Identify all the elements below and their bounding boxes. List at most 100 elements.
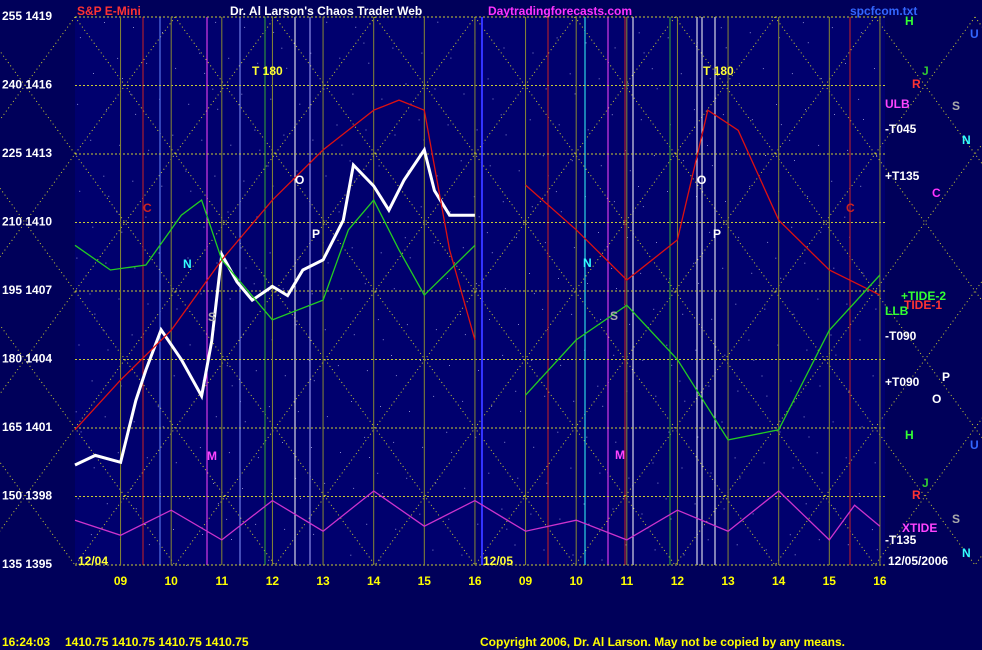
annotation: S bbox=[610, 309, 618, 323]
star-dot bbox=[213, 483, 214, 484]
star-dot bbox=[652, 462, 654, 464]
star-dot bbox=[679, 380, 681, 382]
star-dot bbox=[514, 544, 516, 546]
star-dot bbox=[738, 236, 740, 238]
star-dot bbox=[285, 221, 287, 223]
star-dot bbox=[597, 385, 599, 387]
star-dot bbox=[299, 103, 301, 105]
star-dot bbox=[504, 441, 506, 443]
star-dot bbox=[627, 237, 628, 238]
star-dot bbox=[693, 109, 695, 111]
star-dot bbox=[818, 144, 820, 146]
star-dot bbox=[818, 539, 820, 541]
star-dot bbox=[572, 554, 574, 556]
star-dot bbox=[176, 308, 178, 310]
star-dot bbox=[242, 334, 244, 336]
star-dot bbox=[296, 170, 298, 172]
star-dot bbox=[464, 334, 466, 336]
star-dot bbox=[380, 252, 382, 254]
star-dot bbox=[378, 165, 380, 167]
star-dot bbox=[643, 52, 645, 54]
instrument: S&P E-Mini bbox=[77, 4, 141, 18]
star-dot bbox=[464, 487, 466, 489]
star-dot bbox=[491, 405, 493, 407]
x-tick-label: 16 bbox=[873, 574, 887, 588]
star-dot bbox=[860, 32, 862, 34]
star-dot bbox=[226, 365, 228, 367]
star-dot bbox=[863, 119, 864, 120]
star-dot bbox=[638, 186, 639, 187]
star-dot bbox=[393, 441, 395, 443]
star-dot bbox=[793, 313, 795, 315]
star-dot bbox=[707, 539, 709, 541]
star-dot bbox=[861, 426, 863, 428]
annotation: O bbox=[697, 173, 706, 187]
star-dot bbox=[405, 83, 407, 85]
star-dot bbox=[230, 144, 232, 146]
star-dot bbox=[366, 523, 368, 525]
star-dot bbox=[723, 508, 725, 510]
star-dot bbox=[255, 523, 257, 525]
star-dot bbox=[806, 349, 808, 351]
y-tick-label: 210 1410 bbox=[2, 215, 52, 229]
x-tick-label: 09 bbox=[519, 574, 533, 588]
star-dot bbox=[683, 554, 685, 556]
star-dot bbox=[528, 426, 530, 428]
star-dot bbox=[682, 313, 684, 315]
star-dot bbox=[422, 446, 424, 448]
star-dot bbox=[776, 104, 777, 105]
x-tick-label: 14 bbox=[367, 574, 381, 588]
star-dot bbox=[404, 237, 406, 239]
star-dot bbox=[720, 27, 722, 29]
star-dot bbox=[638, 32, 640, 34]
star-dot bbox=[876, 549, 878, 551]
annotation: -T135 bbox=[885, 533, 917, 547]
star-dot bbox=[873, 221, 875, 223]
annotation: N bbox=[962, 133, 971, 147]
chart-title: Dr. Al Larson's Chaos Trader Web bbox=[230, 4, 422, 18]
star-dot bbox=[253, 283, 255, 285]
star-dot bbox=[628, 477, 630, 479]
star-dot bbox=[651, 68, 653, 70]
star-dot bbox=[88, 447, 90, 449]
star-dot bbox=[794, 554, 796, 556]
star-dot bbox=[665, 498, 667, 500]
star-dot bbox=[174, 221, 176, 223]
star-dot bbox=[490, 559, 492, 561]
annotation: J bbox=[922, 476, 929, 490]
star-dot bbox=[363, 42, 365, 44]
star-dot bbox=[231, 385, 233, 387]
star-dot bbox=[78, 344, 80, 346]
star-dot bbox=[546, 482, 548, 484]
star-dot bbox=[451, 451, 453, 453]
star-dot bbox=[765, 549, 767, 551]
star-dot bbox=[254, 129, 256, 131]
y-tick-label: 240 1416 bbox=[2, 78, 52, 92]
star-dot bbox=[270, 98, 272, 100]
star-dot bbox=[847, 149, 849, 151]
star-dot bbox=[157, 406, 159, 408]
star-dot bbox=[629, 323, 631, 325]
star-dot bbox=[341, 144, 343, 146]
annotation: T 180 bbox=[252, 64, 283, 78]
star-dot bbox=[298, 257, 300, 259]
star-dot bbox=[598, 232, 599, 233]
star-dot bbox=[737, 390, 739, 392]
star-dot bbox=[612, 508, 614, 510]
annotation: LLB bbox=[885, 304, 909, 318]
star-dot bbox=[671, 364, 673, 366]
star-dot bbox=[409, 257, 411, 259]
star-dot bbox=[116, 211, 118, 213]
star-dot bbox=[228, 57, 230, 59]
star-dot bbox=[532, 52, 534, 54]
star-dot bbox=[107, 349, 109, 351]
annotation: O bbox=[295, 173, 304, 187]
star-dot bbox=[516, 83, 518, 85]
star-dot bbox=[531, 359, 533, 361]
star-dot bbox=[377, 319, 379, 321]
star-dot bbox=[558, 278, 559, 279]
star-dot bbox=[297, 411, 299, 413]
file: spcfcom.txt bbox=[850, 4, 917, 18]
star-dot bbox=[460, 314, 461, 315]
star-dot bbox=[282, 442, 283, 443]
